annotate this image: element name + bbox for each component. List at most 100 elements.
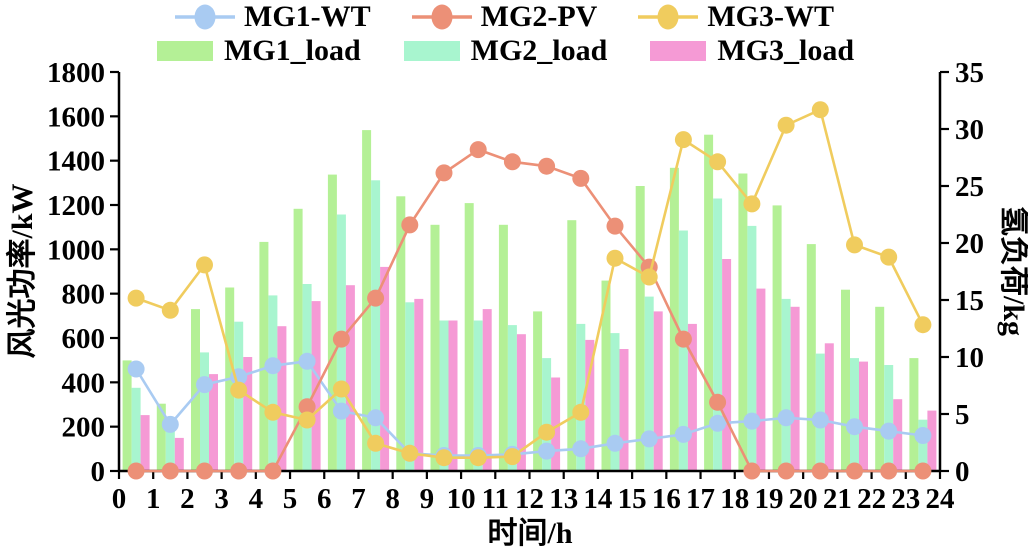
bar-MG2_load-h1 (131, 387, 141, 471)
legend-bar-swatch (650, 41, 707, 61)
bar-MG1_load-h2 (156, 403, 166, 471)
marker-MG1-WT-h14 (572, 440, 590, 458)
bar-MG1_load-h13 (533, 311, 543, 471)
marker-MG2-PV-h8 (367, 289, 385, 307)
bar-MG1_load-h12 (498, 224, 508, 471)
bar-MG1_load-h16 (635, 186, 645, 471)
legend-item-MG2-PV: MG2-PV (411, 0, 597, 34)
marker-MG2-PV-h4 (230, 462, 248, 480)
marker-MG2-PV-h23 (880, 462, 898, 480)
marker-MG1-WT-h17 (674, 425, 692, 443)
x-tick-label: 6 (317, 483, 332, 515)
bar-MG2_load-h9 (405, 302, 415, 471)
x-axis-title: 时间/h (487, 517, 572, 550)
y-left-tick-label: 1600 (47, 101, 105, 133)
y-left-tick-label: 1800 (47, 57, 105, 89)
bar-MG3_load-h4 (243, 357, 253, 471)
bar-MG3_load-h10 (448, 320, 458, 471)
marker-MG1-WT-h18 (709, 414, 727, 432)
bar-MG1_load-h19 (738, 173, 748, 471)
x-tick-label: 9 (420, 483, 435, 515)
marker-MG1-WT-h13 (538, 442, 556, 460)
marker-MG1-WT-h21 (811, 411, 829, 429)
bar-MG2_load-h3 (200, 352, 209, 471)
y-right-tick-label: 0 (955, 456, 970, 488)
bar-MG2_load-h6 (302, 284, 312, 471)
bar-MG2_load-h18 (713, 198, 723, 471)
marker-MG3-WT-h2 (161, 301, 179, 319)
bar-MG2_load-h10 (439, 320, 449, 471)
x-tick-label: 7 (351, 483, 366, 515)
bar-MG1_load-h22 (841, 289, 850, 471)
y-right-axis-title: 氢负荷/kg (997, 206, 1028, 336)
y-left-tick-label: 1200 (47, 190, 105, 222)
x-tick-label: 17 (686, 483, 715, 515)
marker-MG3-WT-h14 (572, 403, 590, 421)
marker-MG1-WT-h5 (264, 357, 282, 375)
bar-MG3_load-h23 (893, 399, 903, 471)
x-tick-label: 19 (754, 483, 783, 515)
y-right-tick-label: 10 (955, 342, 984, 374)
line-MG2-PV (136, 148, 923, 473)
bar-MG1_load-h1 (122, 360, 132, 471)
x-tick-label: 24 (926, 483, 955, 515)
bar-MG2_load-h16 (644, 296, 654, 471)
marker-MG3-WT-h10 (435, 449, 453, 467)
marker-MG3-WT-h21 (811, 101, 829, 119)
y-right-tick-label: 5 (955, 399, 970, 431)
bar-MG2_load-h5 (268, 295, 278, 471)
x-tick-label: 8 (385, 483, 400, 515)
x-tick-label: 11 (482, 483, 509, 515)
marker-MG2-PV-h19 (743, 462, 761, 480)
bar-MG3_load-h24 (927, 410, 937, 471)
marker-MG2-PV-h21 (811, 462, 829, 480)
bar-MG2_load-h22 (850, 358, 859, 471)
bar-MG1_load-h21 (806, 244, 816, 471)
marker-MG3-WT-h12 (503, 448, 521, 466)
bar-MG2_load-h17 (678, 230, 688, 471)
marker-MG2-PV-h14 (572, 169, 590, 187)
marker-MG3-WT-h7 (332, 380, 350, 398)
legend-item-MG3-WT: MG3-WT (637, 0, 834, 34)
x-tick-label: 5 (283, 483, 298, 515)
x-tick-label: 14 (583, 483, 612, 515)
x-tick-label: 18 (720, 483, 749, 515)
marker-MG3-WT-h13 (538, 423, 556, 441)
legend-line-marker-swatch (411, 4, 472, 30)
marker-MG2-PV-h6 (298, 398, 316, 416)
bar-MG2_load-h12 (507, 325, 517, 471)
bar-MG1_load-h20 (772, 205, 782, 471)
tick-labels-layer: 0200400600800100012001400160018000510152… (47, 57, 984, 515)
bar-MG3_load-h9 (414, 298, 424, 471)
bar-MG3_load-h1 (140, 415, 150, 471)
bar-MG2_load-h11 (473, 320, 483, 471)
marker-MG2-PV-h2 (161, 462, 179, 480)
bar-MG1_load-h18 (704, 134, 714, 471)
marker-MG3-WT-h23 (880, 248, 898, 266)
marker-MG3-WT-h18 (709, 153, 727, 171)
marker-MG1-WT-h20 (777, 409, 795, 427)
bar-MG1_load-h11 (464, 203, 474, 471)
y-right-tick-label: 25 (955, 171, 984, 203)
marker-MG3-WT-h22 (846, 236, 863, 254)
marker-MG2-PV-h22 (846, 462, 863, 480)
marker-MG3-WT-h24 (914, 316, 932, 334)
marker-MG3-WT-h8 (367, 434, 385, 452)
bar-MG3_load-h11 (482, 309, 492, 471)
bar-MG3_load-h17 (687, 323, 697, 471)
y-left-tick-label: 0 (91, 456, 106, 488)
x-tick-label: 21 (823, 483, 852, 515)
x-tick-label: 15 (618, 483, 647, 515)
marker-MG1-WT-h1 (127, 360, 145, 378)
lines-layer (127, 101, 932, 480)
bar-MG3_load-h6 (311, 301, 321, 471)
y-right-tick-label: 35 (955, 57, 984, 89)
marker-MG2-PV-h18 (709, 393, 727, 411)
x-tick-label: 12 (515, 483, 544, 515)
legend-line-marker-swatch (638, 4, 699, 30)
marker-MG2-PV-h1 (127, 462, 145, 480)
marker-MG1-WT-h6 (298, 352, 316, 370)
bar-MG1_load-h14 (567, 220, 577, 471)
marker-MG3-WT-h5 (264, 403, 282, 421)
